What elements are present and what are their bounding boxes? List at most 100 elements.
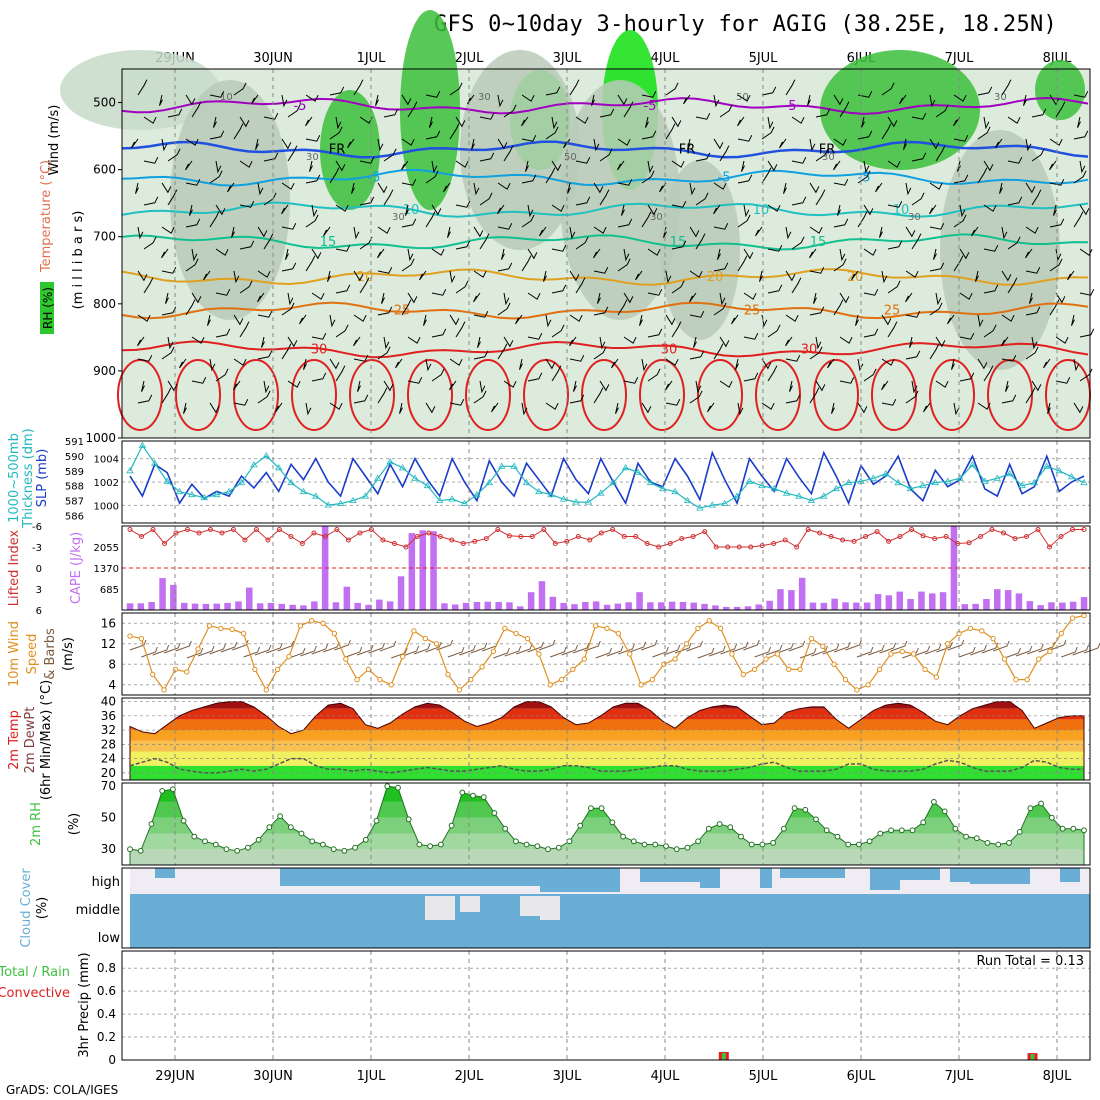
wind-barb [213,116,217,128]
date-label-top: 3JUL [553,51,583,66]
wind-speed-marker [797,666,803,673]
wind-barb [383,108,399,118]
ylabel-millibars: (m i l l i b a r s) [71,211,86,310]
wind-barb [1001,394,1017,404]
wind-speed-marker [1024,676,1030,683]
ylabel-cape: CAPE (J/kg) [69,532,84,604]
wind-barb [863,204,874,216]
wind-barb [479,152,495,162]
li-marker [851,538,857,544]
contour-label: 20 [847,270,864,285]
wind-barb [285,248,289,260]
date-label-bottom: 4JUL [651,1069,681,1084]
wind-barb [179,358,187,369]
li-marker [552,541,558,546]
temperature-contour-loop [117,359,163,431]
wind-barb [1071,314,1075,326]
thickness-tick: 590 [65,452,84,463]
wind-barb [455,200,471,208]
rh-marker [148,821,155,827]
wind-barb [665,358,679,366]
rh-marker [823,827,830,834]
wind-barb [569,354,585,362]
temperature-contour-loop [697,359,743,431]
wind-barb [791,196,807,206]
cape-bar [582,602,589,610]
wind-barb [1025,306,1041,316]
rh2m-panel: 70 50 30 2m RH (%) [29,779,1087,866]
rh-marker [920,819,927,826]
wind-barb [429,116,433,128]
wind-barb [741,160,745,172]
wind-barb [359,196,375,206]
rh-marker [641,841,648,848]
li-marker [667,541,673,546]
wind-barb [807,94,811,106]
rh-marker [952,825,959,832]
thickness-marker [584,498,593,505]
cape-bar [939,592,947,610]
wind-barb [743,204,750,218]
cape-bar [527,592,535,610]
cape-bar [1069,601,1077,610]
rh-marker [630,838,637,845]
wind-barb [353,226,360,240]
wind-barb [665,314,676,326]
wind-barb [591,94,595,106]
wind-barb [231,226,235,238]
date-label-top: 30JUN [253,51,293,66]
thickness-marker [621,464,630,471]
cloud-high-block [155,868,175,878]
wind-barb [647,288,663,296]
wind-barb-10m [924,643,942,655]
wind-barb [767,160,778,172]
panel-frame [121,525,1091,611]
wind-barb [1007,196,1023,206]
wind-barb [527,248,538,260]
wind-speed-marker [445,671,451,678]
temperature-outline [129,701,1085,781]
cape-bar [126,603,134,610]
wind-barb [263,380,270,394]
y-tick-label: 40 [101,695,116,709]
wind-barb [263,233,274,250]
wind-barb-10m [391,647,408,659]
slp-tick: 1004 [94,455,119,466]
wind-barb [1079,368,1093,382]
wind-barb [353,270,364,282]
wind-barb [569,270,580,282]
li-marker [460,541,466,546]
wind-barb [689,292,697,303]
wind-barb [599,336,606,350]
cape-bar [538,581,546,610]
temperature-bands [130,701,1084,780]
wind-barb-10m [845,639,862,651]
wind-barb-10m [595,647,613,659]
wind-barb [635,270,643,281]
rh-marker [416,841,423,848]
cape-bar [495,602,502,610]
wind-barb [1079,248,1093,256]
wind-barb [761,358,772,370]
wind-barb [863,328,879,338]
wind-barb [497,343,508,360]
y-tick-label: 600 [93,163,116,177]
wind-barb [1025,266,1041,274]
wind-barb-10m [833,641,851,653]
wind-barb [263,152,279,162]
li-tick: 0 [36,564,42,575]
thickness-marker [212,490,221,498]
wind-speed-marker [343,656,349,662]
wind-barb-10m [1072,644,1090,656]
wind-barb [431,248,445,256]
rh-marker [770,840,776,846]
wind-barb [593,346,607,360]
li-marker [828,534,834,539]
wind-speed-marker [808,635,815,642]
li-marker [265,537,271,543]
cape-bar [1059,602,1066,610]
wind-speed-marker [831,661,837,667]
cape-bar [907,599,914,610]
rh-contour-label: 50 [564,152,577,163]
